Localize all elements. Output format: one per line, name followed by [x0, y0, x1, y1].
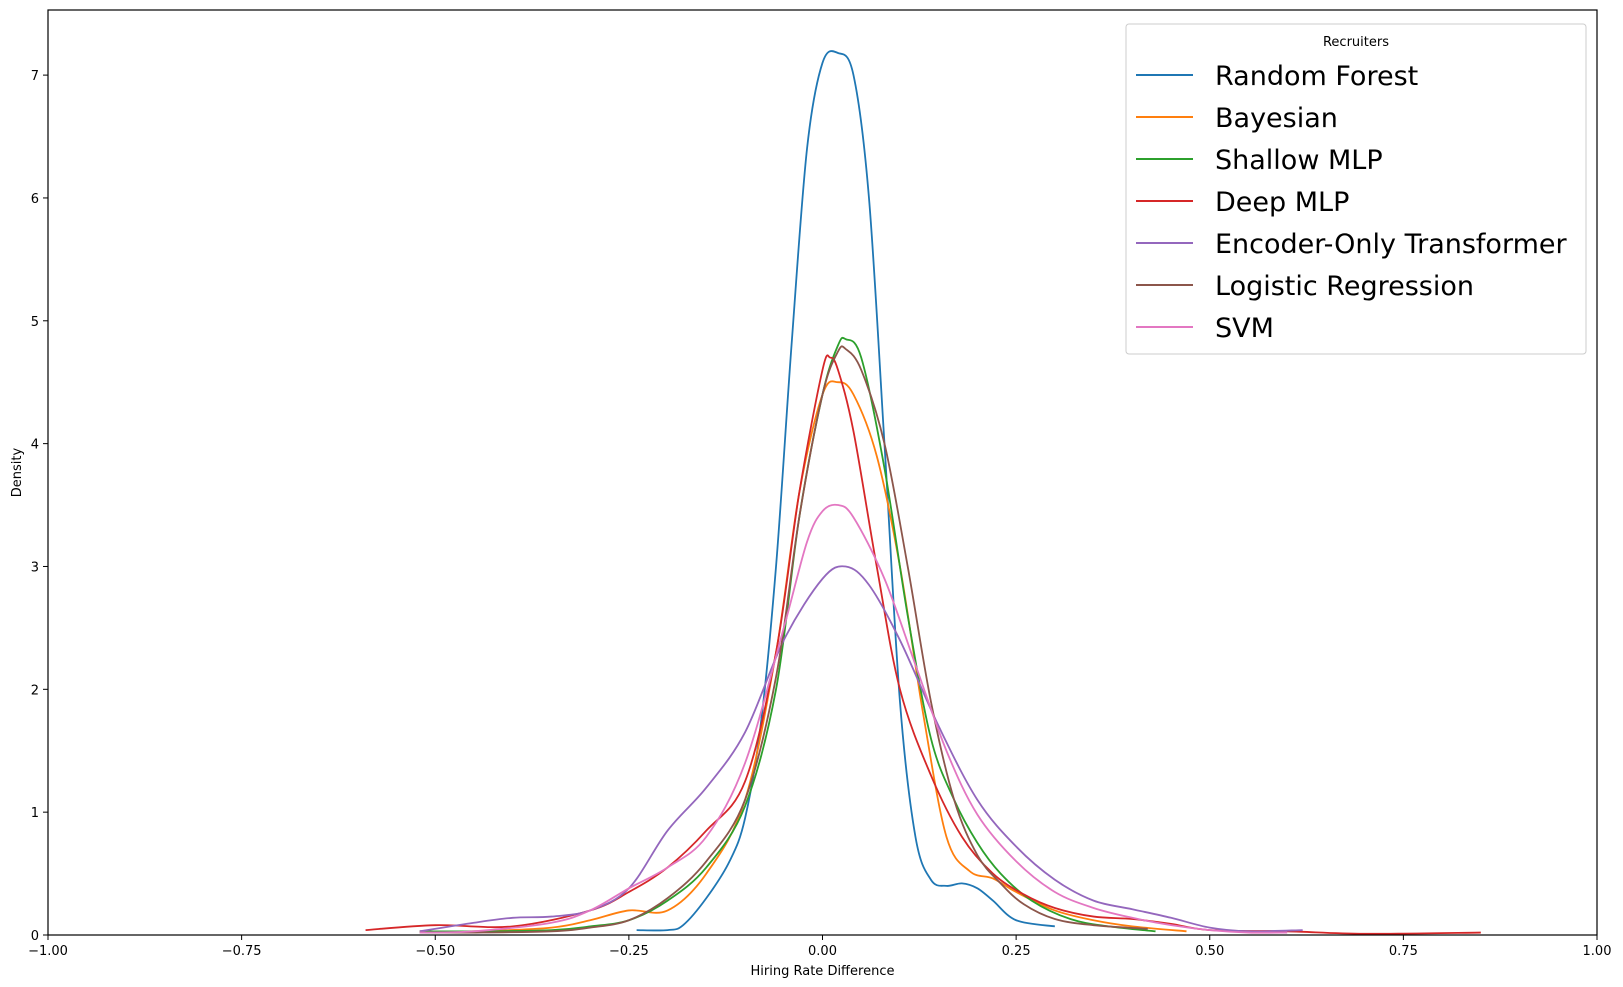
x-tick-label: −1.00: [28, 944, 68, 959]
legend-title: Recruiters: [1323, 35, 1389, 50]
legend-label: Random Forest: [1215, 61, 1418, 92]
series-line-shallow-mlp: [419, 336, 1156, 933]
series-line-bayesian: [419, 380, 1187, 933]
legend-entry-random-forest: Random Forest: [1136, 61, 1418, 92]
legend-entry-shallow-mlp: Shallow MLP: [1136, 145, 1383, 176]
x-tick-label: −0.25: [609, 944, 649, 959]
plot-lines: [365, 50, 1481, 935]
legend-label: Bayesian: [1215, 103, 1338, 134]
x-tick-label: 1.00: [1583, 944, 1612, 959]
legend-label: Encoder-Only Transformer: [1215, 229, 1567, 260]
series-line-deep-mlp: [365, 354, 1481, 935]
x-axis-ticks: −1.00 −0.75 −0.50 −0.25 0.00 0.25 0.50 0.75 1.00: [28, 935, 1611, 959]
y-axis-label: Density: [10, 447, 25, 497]
series-line-encoder-only-transformer: [419, 565, 1303, 933]
x-tick-label: 0.50: [1195, 944, 1224, 959]
series-line-svm: [419, 503, 1288, 934]
legend-entry-encoder-only-transformer: Encoder-Only Transformer: [1136, 229, 1567, 260]
y-tick-label: 6: [31, 192, 39, 207]
legend-label: Shallow MLP: [1215, 145, 1383, 176]
y-tick-label: 3: [31, 560, 39, 575]
series-line-logistic-regression: [419, 345, 1148, 934]
x-tick-label: −0.50: [415, 944, 455, 959]
legend-entries: Random Forest Bayesian Shallow MLP Deep MLP…: [1136, 61, 1567, 344]
legend-label: Deep MLP: [1215, 187, 1349, 218]
legend-entry-bayesian: Bayesian: [1136, 103, 1338, 134]
y-tick-label: 5: [31, 315, 39, 330]
legend-entry-logistic-regression: Logistic Regression: [1136, 271, 1474, 302]
x-tick-label: 0.75: [1389, 944, 1418, 959]
y-tick-label: 0: [31, 929, 39, 944]
y-tick-label: 4: [31, 438, 39, 453]
x-tick-label: 0.25: [1002, 944, 1031, 959]
y-tick-label: 2: [31, 683, 39, 698]
legend-entry-deep-mlp: Deep MLP: [1136, 187, 1349, 218]
legend-label: Logistic Regression: [1215, 271, 1474, 302]
x-axis-label: Hiring Rate Difference: [751, 964, 895, 979]
y-axis-ticks: 0 1 2 3 4 5 6 7: [31, 69, 48, 944]
legend-label: SVM: [1215, 313, 1274, 344]
x-tick-label: 0.00: [808, 944, 837, 959]
y-tick-label: 1: [31, 806, 39, 821]
legend-box: [1125, 23, 1587, 355]
legend-entry-svm: SVM: [1136, 313, 1274, 344]
series-line-random-forest: [636, 50, 1055, 932]
legend: Recruiters Random Forest Bayesian Shallow …: [1125, 23, 1587, 355]
x-tick-label: −0.75: [222, 944, 262, 959]
y-tick-label: 7: [31, 69, 39, 84]
